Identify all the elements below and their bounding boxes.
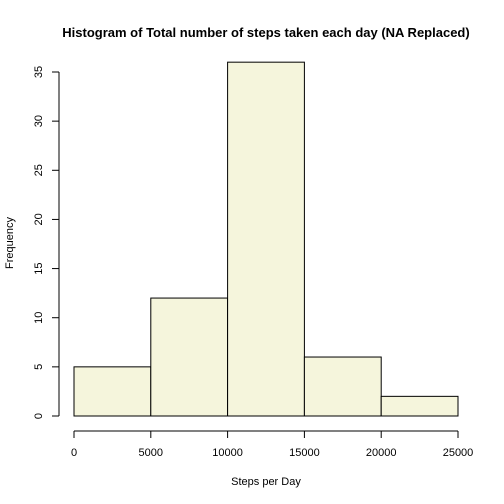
x-axis-label: Steps per Day	[231, 476, 301, 488]
x-tick-label: 5000	[139, 447, 163, 459]
chart-title: Histogram of Total number of steps taken…	[62, 25, 469, 40]
x-tick-label: 20000	[366, 447, 397, 459]
histogram-bar	[150, 297, 229, 417]
y-tick-label: 0	[33, 413, 45, 419]
y-axis-label: Frequency	[4, 217, 16, 269]
histogram-bar	[73, 366, 152, 417]
y-axis: 0 5 10 15 20 25 30 35	[33, 66, 60, 419]
bars-group	[73, 61, 459, 417]
x-tick-label: 0	[71, 447, 77, 459]
histogram-bar	[303, 356, 382, 417]
x-tick-label: 25000	[443, 447, 474, 459]
histogram-bar	[380, 395, 459, 417]
y-tick-label: 30	[33, 115, 45, 127]
y-tick-label: 5	[33, 364, 45, 370]
y-tick-label: 35	[33, 66, 45, 78]
histogram-bar	[227, 61, 305, 417]
x-tick-label: 10000	[212, 447, 243, 459]
x-tick-label: 15000	[289, 447, 320, 459]
y-tick-label: 25	[33, 164, 45, 176]
y-tick-label: 10	[33, 312, 45, 324]
y-tick-label: 20	[33, 213, 45, 225]
x-axis: 0 5000 10000 15000 20000 25000	[71, 430, 474, 459]
y-tick-label: 15	[33, 262, 45, 274]
